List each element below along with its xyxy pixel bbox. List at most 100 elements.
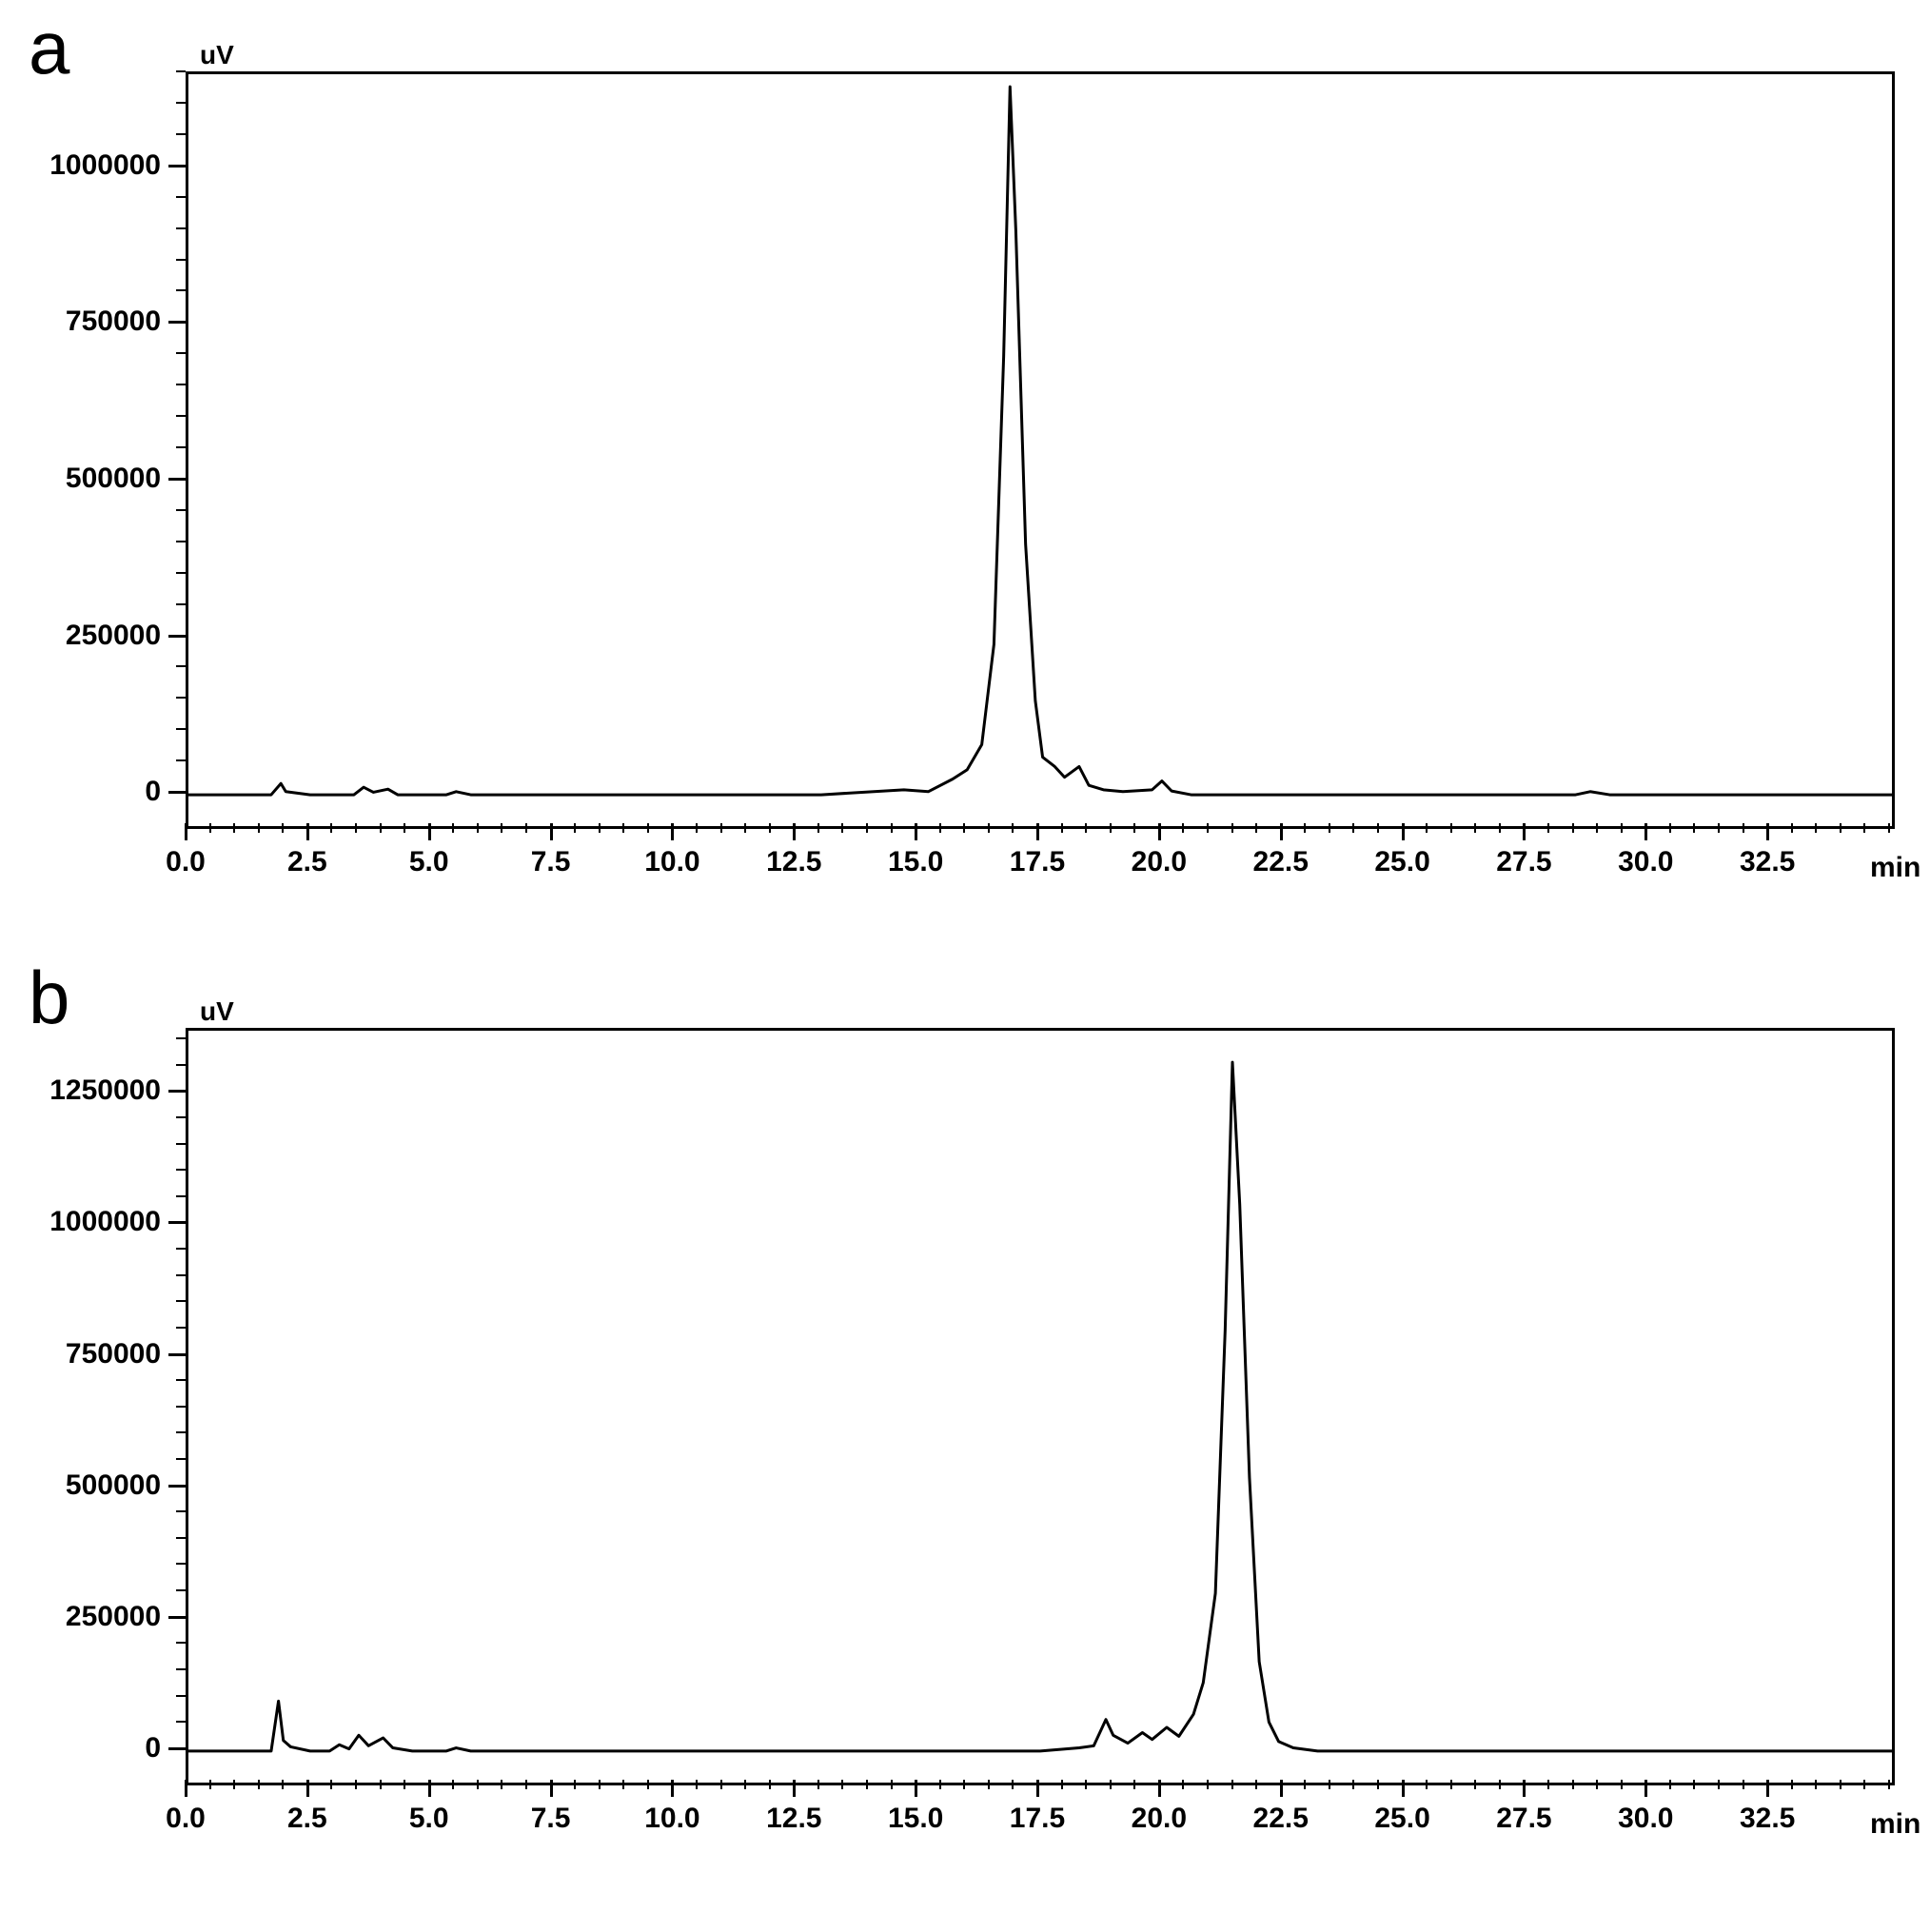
x-minor-tick [1352, 1780, 1354, 1789]
figure-page: a uV min b uV min 0.02.55.07.510.012.515… [0, 0, 1930, 1932]
x-minor-tick [1426, 1780, 1428, 1789]
x-minor-tick [1596, 823, 1598, 833]
y-minor-tick [176, 509, 186, 511]
y-minor-tick [176, 196, 186, 198]
y-tick [168, 1747, 186, 1750]
x-minor-tick [525, 1780, 527, 1789]
x-tick-label: 5.0 [409, 1803, 449, 1835]
x-minor-tick [720, 1780, 722, 1789]
panel-a-label: a [29, 5, 69, 91]
x-minor-tick [1718, 1780, 1720, 1789]
x-minor-tick [744, 823, 746, 833]
x-tick-label: 0.0 [166, 846, 206, 878]
x-tick [671, 1780, 674, 1797]
x-minor-tick [282, 823, 284, 833]
x-minor-tick [258, 823, 260, 833]
x-tick-label: 30.0 [1618, 1803, 1673, 1835]
y-minor-tick [176, 102, 186, 104]
x-tick-label: 2.5 [287, 846, 327, 878]
x-minor-tick [1547, 823, 1549, 833]
y-minor-tick [176, 1668, 186, 1670]
x-minor-tick [939, 1780, 941, 1789]
x-minor-tick [1863, 1780, 1865, 1789]
y-tick-label: 750000 [66, 1338, 161, 1370]
x-tick [1644, 1780, 1647, 1797]
x-tick-label: 20.0 [1132, 846, 1187, 878]
x-minor-tick [1474, 1780, 1476, 1789]
x-minor-tick [1012, 823, 1014, 833]
x-tick [550, 823, 553, 840]
y-tick-label: 0 [145, 776, 161, 808]
x-minor-tick [1572, 1780, 1574, 1789]
y-tick [168, 1090, 186, 1093]
y-minor-tick [176, 289, 186, 291]
x-minor-tick [452, 1780, 454, 1789]
x-minor-tick [1863, 823, 1865, 833]
x-minor-tick [1474, 823, 1476, 833]
x-minor-tick [1231, 1780, 1233, 1789]
y-tick-label: 250000 [66, 1601, 161, 1633]
x-minor-tick [988, 1780, 990, 1789]
y-minor-tick [176, 728, 186, 730]
x-minor-tick [282, 1780, 284, 1789]
x-tick [306, 1780, 309, 1797]
y-minor-tick [176, 259, 186, 261]
x-minor-tick [1012, 1780, 1014, 1789]
x-minor-tick [1572, 823, 1574, 833]
x-tick [1280, 1780, 1283, 1797]
x-minor-tick [1085, 1780, 1087, 1789]
x-minor-tick [891, 823, 893, 833]
y-minor-tick [176, 572, 186, 574]
x-minor-tick [501, 823, 502, 833]
x-minor-tick [817, 823, 819, 833]
x-minor-tick [404, 823, 405, 833]
panel-a-x-unit: min [1870, 852, 1920, 884]
x-tick [185, 823, 187, 840]
x-minor-tick [647, 1780, 649, 1789]
x-minor-tick [1329, 823, 1330, 833]
x-minor-tick [1450, 1780, 1452, 1789]
chromatogram-line [188, 1062, 1892, 1751]
y-minor-tick [176, 1589, 186, 1591]
x-minor-tick [477, 823, 479, 833]
y-tick [168, 478, 186, 481]
y-tick [168, 1353, 186, 1356]
x-minor-tick [744, 1780, 746, 1789]
x-minor-tick [1743, 1780, 1744, 1789]
chart-b-plot-area [186, 1028, 1895, 1785]
x-minor-tick [1329, 1780, 1330, 1789]
x-minor-tick [355, 823, 357, 833]
x-minor-tick [866, 1780, 868, 1789]
y-minor-tick [176, 415, 186, 417]
x-tick-label: 12.5 [766, 846, 821, 878]
x-tick [185, 1780, 187, 1797]
x-minor-tick [1182, 1780, 1184, 1789]
x-minor-tick [891, 1780, 893, 1789]
y-minor-tick [176, 1642, 186, 1644]
x-minor-tick [1061, 823, 1063, 833]
x-minor-tick [1547, 1780, 1549, 1789]
y-tick-label: 500000 [66, 1469, 161, 1502]
x-tick-label: 10.0 [644, 1803, 699, 1835]
chart-a-trace [188, 74, 1892, 826]
y-minor-tick [176, 1458, 186, 1460]
x-tick-label: 30.0 [1618, 846, 1673, 878]
x-tick [1280, 823, 1283, 840]
x-minor-tick [1888, 823, 1890, 833]
chart-b-trace [188, 1031, 1892, 1783]
x-minor-tick [647, 823, 649, 833]
x-minor-tick [1840, 1780, 1841, 1789]
x-tick-label: 27.5 [1496, 1803, 1551, 1835]
x-tick [915, 823, 917, 840]
x-minor-tick [1231, 823, 1233, 833]
x-minor-tick [963, 823, 965, 833]
x-minor-tick [501, 1780, 502, 1789]
y-minor-tick [176, 352, 186, 354]
x-tick-label: 17.5 [1010, 1803, 1065, 1835]
panel-b-y-unit: uV [200, 996, 234, 1027]
x-minor-tick [1669, 823, 1671, 833]
x-minor-tick [1085, 823, 1087, 833]
y-minor-tick [176, 759, 186, 761]
x-tick [1766, 823, 1769, 840]
x-minor-tick [1693, 1780, 1695, 1789]
